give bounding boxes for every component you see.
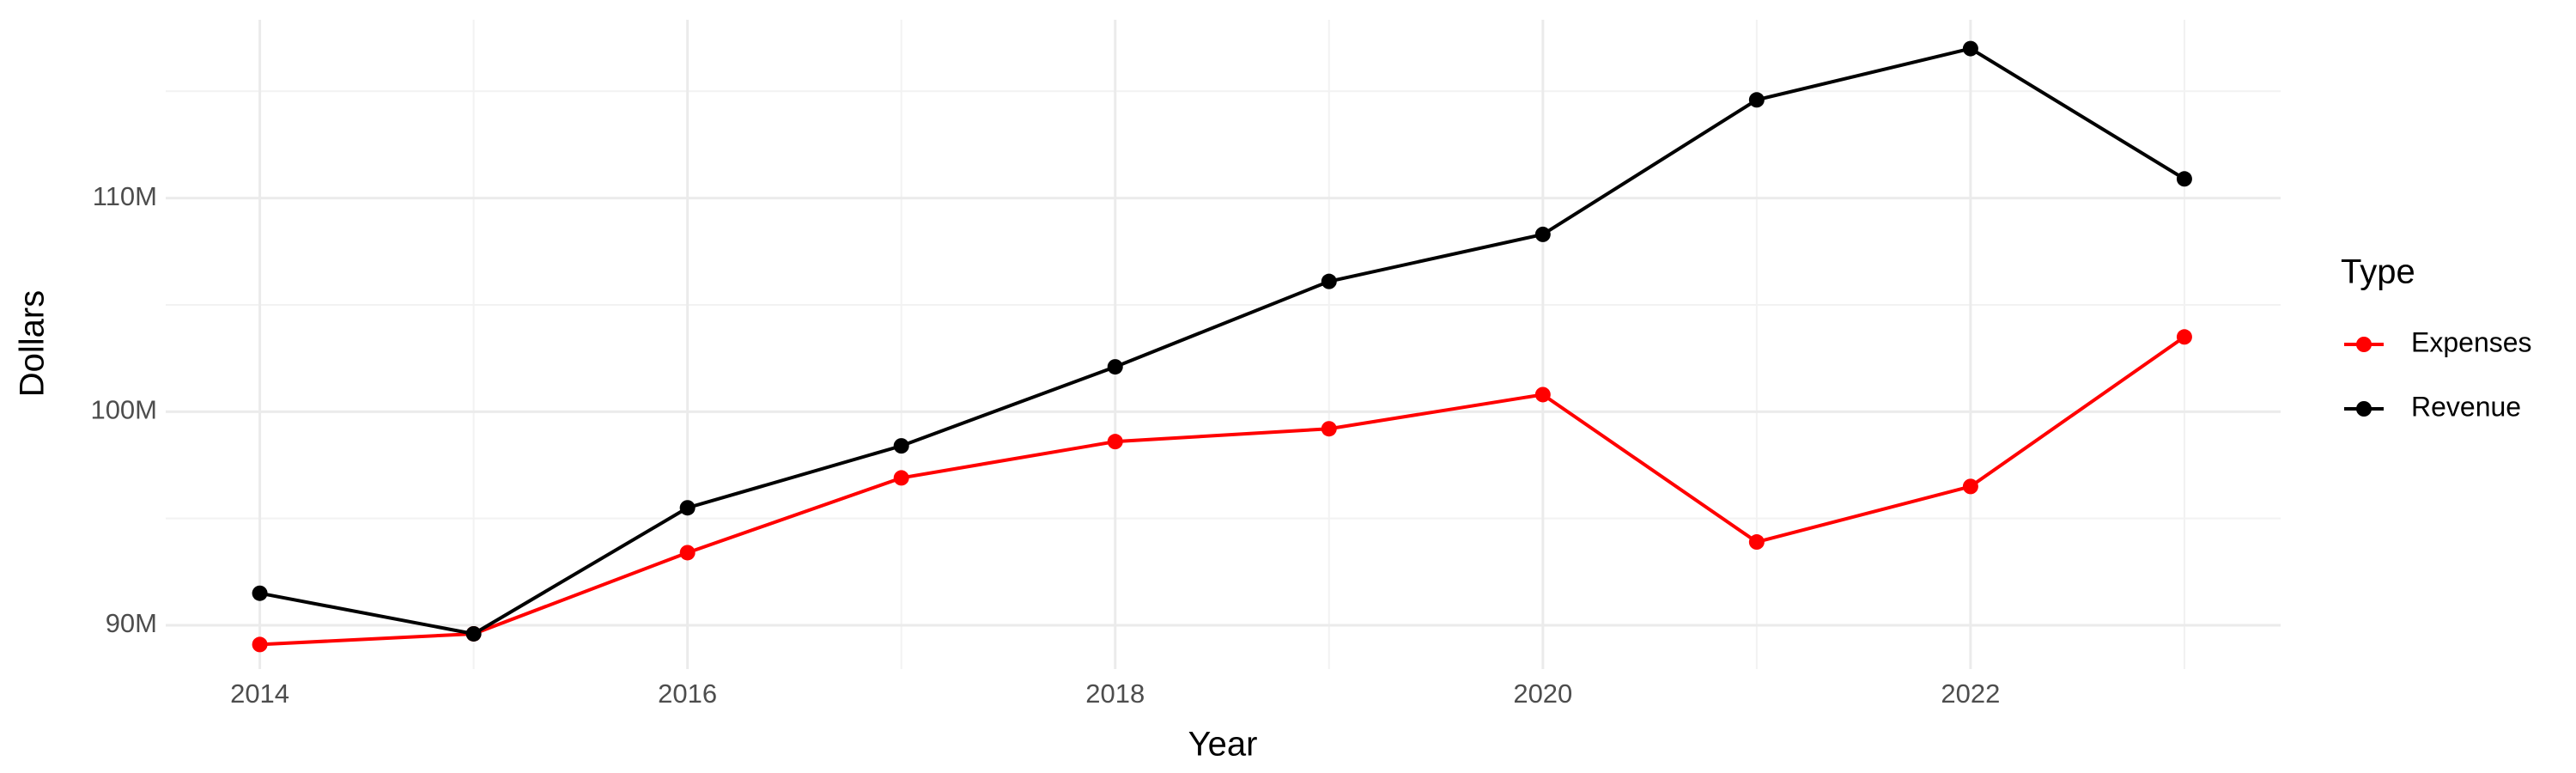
point: [1748, 92, 1765, 108]
point: [252, 636, 268, 653]
legend-key-point: [2356, 401, 2372, 417]
legend-key-point: [2356, 337, 2372, 352]
point: [1534, 386, 1551, 403]
point: [2176, 171, 2192, 187]
y-tick-label: 90M: [106, 608, 157, 638]
point: [465, 625, 482, 642]
y-axis-title: Dollars: [14, 290, 52, 397]
y-tick-label: 110M: [93, 181, 157, 211]
point: [1962, 40, 1978, 57]
point: [679, 500, 696, 516]
series-line: [259, 46, 2185, 636]
x-tick-label: 2014: [230, 679, 289, 709]
point: [1962, 478, 1978, 495]
x-tick-label: 2022: [1941, 679, 2000, 709]
point: [679, 545, 696, 561]
point: [1748, 534, 1765, 551]
point: [1321, 421, 1337, 437]
x-tick-label: 2016: [658, 679, 717, 709]
point: [1321, 273, 1337, 289]
point: [1107, 434, 1123, 450]
legend-label: Expenses: [2411, 326, 2532, 357]
legend-title: Type: [2341, 253, 2415, 291]
point: [1107, 359, 1123, 375]
x-tick-label: 2018: [1085, 679, 1145, 709]
point: [1534, 226, 1551, 242]
legend-label: Revenue: [2411, 391, 2521, 422]
series-line: [259, 335, 2186, 647]
point: [2176, 329, 2192, 345]
x-tick-label: 2020: [1513, 679, 1572, 709]
point: [893, 470, 909, 486]
point: [252, 585, 268, 601]
y-tick-label: 100M: [90, 395, 157, 425]
x-axis-title: Year: [1188, 726, 1258, 764]
point: [893, 438, 909, 454]
